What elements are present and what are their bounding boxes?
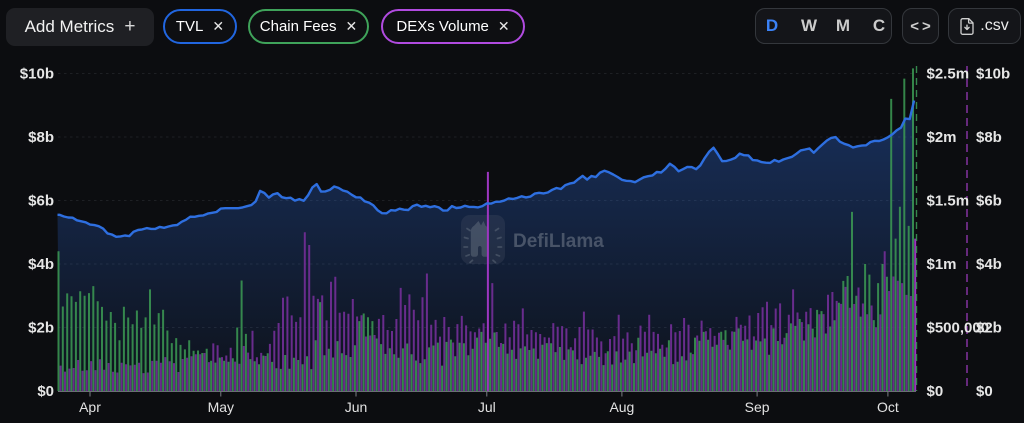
- svg-text:$2b: $2b: [28, 320, 54, 337]
- svg-text:Jul: Jul: [478, 399, 496, 415]
- svg-text:$0: $0: [976, 383, 993, 400]
- svg-text:$2m: $2m: [927, 129, 957, 146]
- svg-text:$8b: $8b: [976, 129, 1002, 146]
- svg-text:$4b: $4b: [976, 256, 1002, 273]
- svg-text:$8b: $8b: [28, 129, 54, 146]
- svg-text:$10b: $10b: [976, 66, 1010, 83]
- svg-text:$0: $0: [927, 383, 944, 400]
- svg-text:DefiLlama: DefiLlama: [513, 231, 604, 252]
- svg-text:$2b: $2b: [976, 320, 1002, 337]
- svg-text:$1m: $1m: [927, 256, 957, 273]
- svg-text:$10b: $10b: [20, 66, 54, 83]
- svg-text:$500,000: $500,000: [927, 320, 990, 337]
- svg-text:$2.5m: $2.5m: [927, 66, 970, 83]
- svg-text:Apr: Apr: [79, 399, 101, 415]
- svg-text:$6b: $6b: [976, 193, 1002, 210]
- svg-text:$0: $0: [37, 383, 54, 400]
- svg-text:Aug: Aug: [609, 399, 634, 415]
- svg-text:$1.5m: $1.5m: [927, 193, 970, 210]
- svg-text:$6b: $6b: [28, 193, 54, 210]
- svg-text:Sep: Sep: [745, 399, 770, 415]
- svg-text:May: May: [208, 399, 234, 415]
- svg-text:$4b: $4b: [28, 256, 54, 273]
- svg-text:Jun: Jun: [345, 399, 368, 415]
- svg-text:Oct: Oct: [877, 399, 899, 415]
